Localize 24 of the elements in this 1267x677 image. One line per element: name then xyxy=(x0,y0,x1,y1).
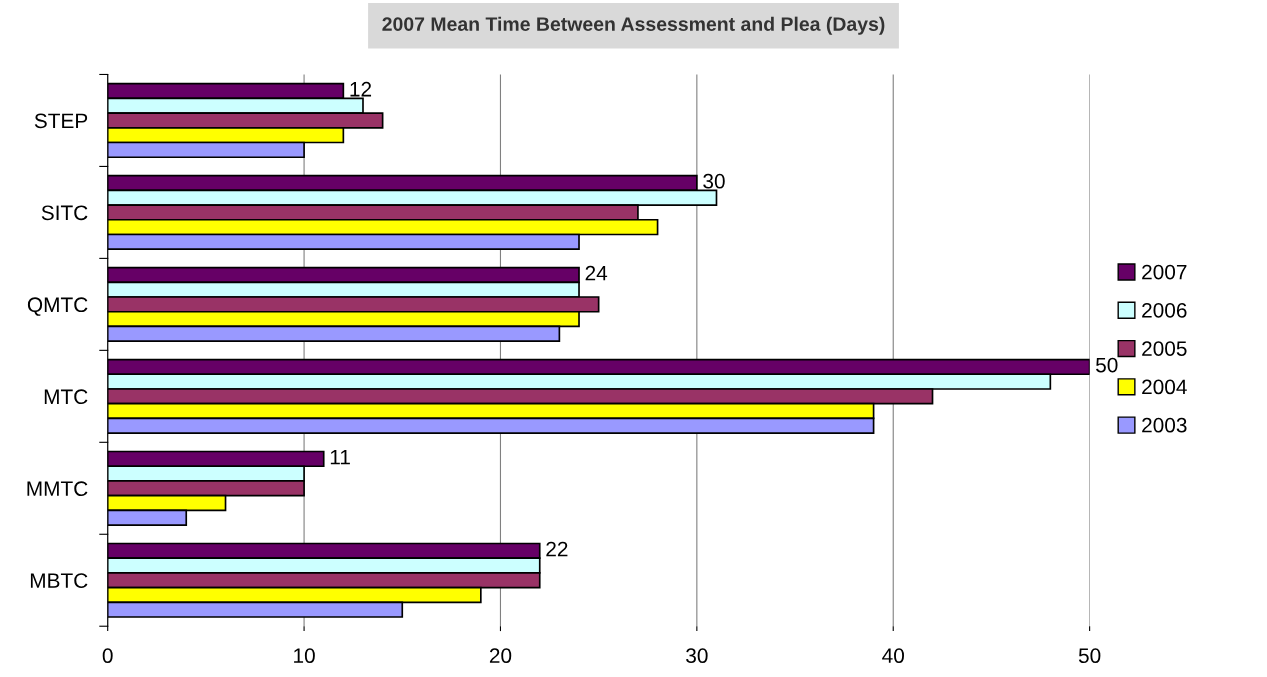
chart-title: 2007 Mean Time Between Assessment and Plea (Days) xyxy=(382,16,885,35)
x-tick-label: 10 xyxy=(294,648,315,664)
x-tick-label: 30 xyxy=(686,648,708,664)
x-tick-label: 20 xyxy=(489,648,512,664)
legend-label: 2006 xyxy=(1142,302,1187,318)
legend-label: 2004 xyxy=(1142,379,1187,395)
y-tick-label: MTC xyxy=(44,389,88,405)
data-label: 24 xyxy=(585,265,608,281)
y-tick-label: STEP xyxy=(34,113,88,129)
legend-label: 2003 xyxy=(1142,417,1187,433)
y-tick-label: QMTC xyxy=(27,297,88,316)
legend-label: 2005 xyxy=(1142,341,1187,356)
data-label: 12 xyxy=(350,81,372,97)
data-label: 11 xyxy=(330,449,350,465)
x-tick-label: 50 xyxy=(1078,648,1101,664)
x-tick-label: 40 xyxy=(882,648,905,664)
y-tick-label: SITC xyxy=(41,205,88,221)
y-tick-label: MBTC xyxy=(30,573,88,588)
data-label: 22 xyxy=(546,541,568,557)
y-tick-label: MMTC xyxy=(27,481,88,497)
data-label: 30 xyxy=(703,173,725,189)
data-label: 50 xyxy=(1096,357,1118,373)
x-tick-label: 0 xyxy=(102,648,113,664)
legend-label: 2007 xyxy=(1142,264,1187,280)
